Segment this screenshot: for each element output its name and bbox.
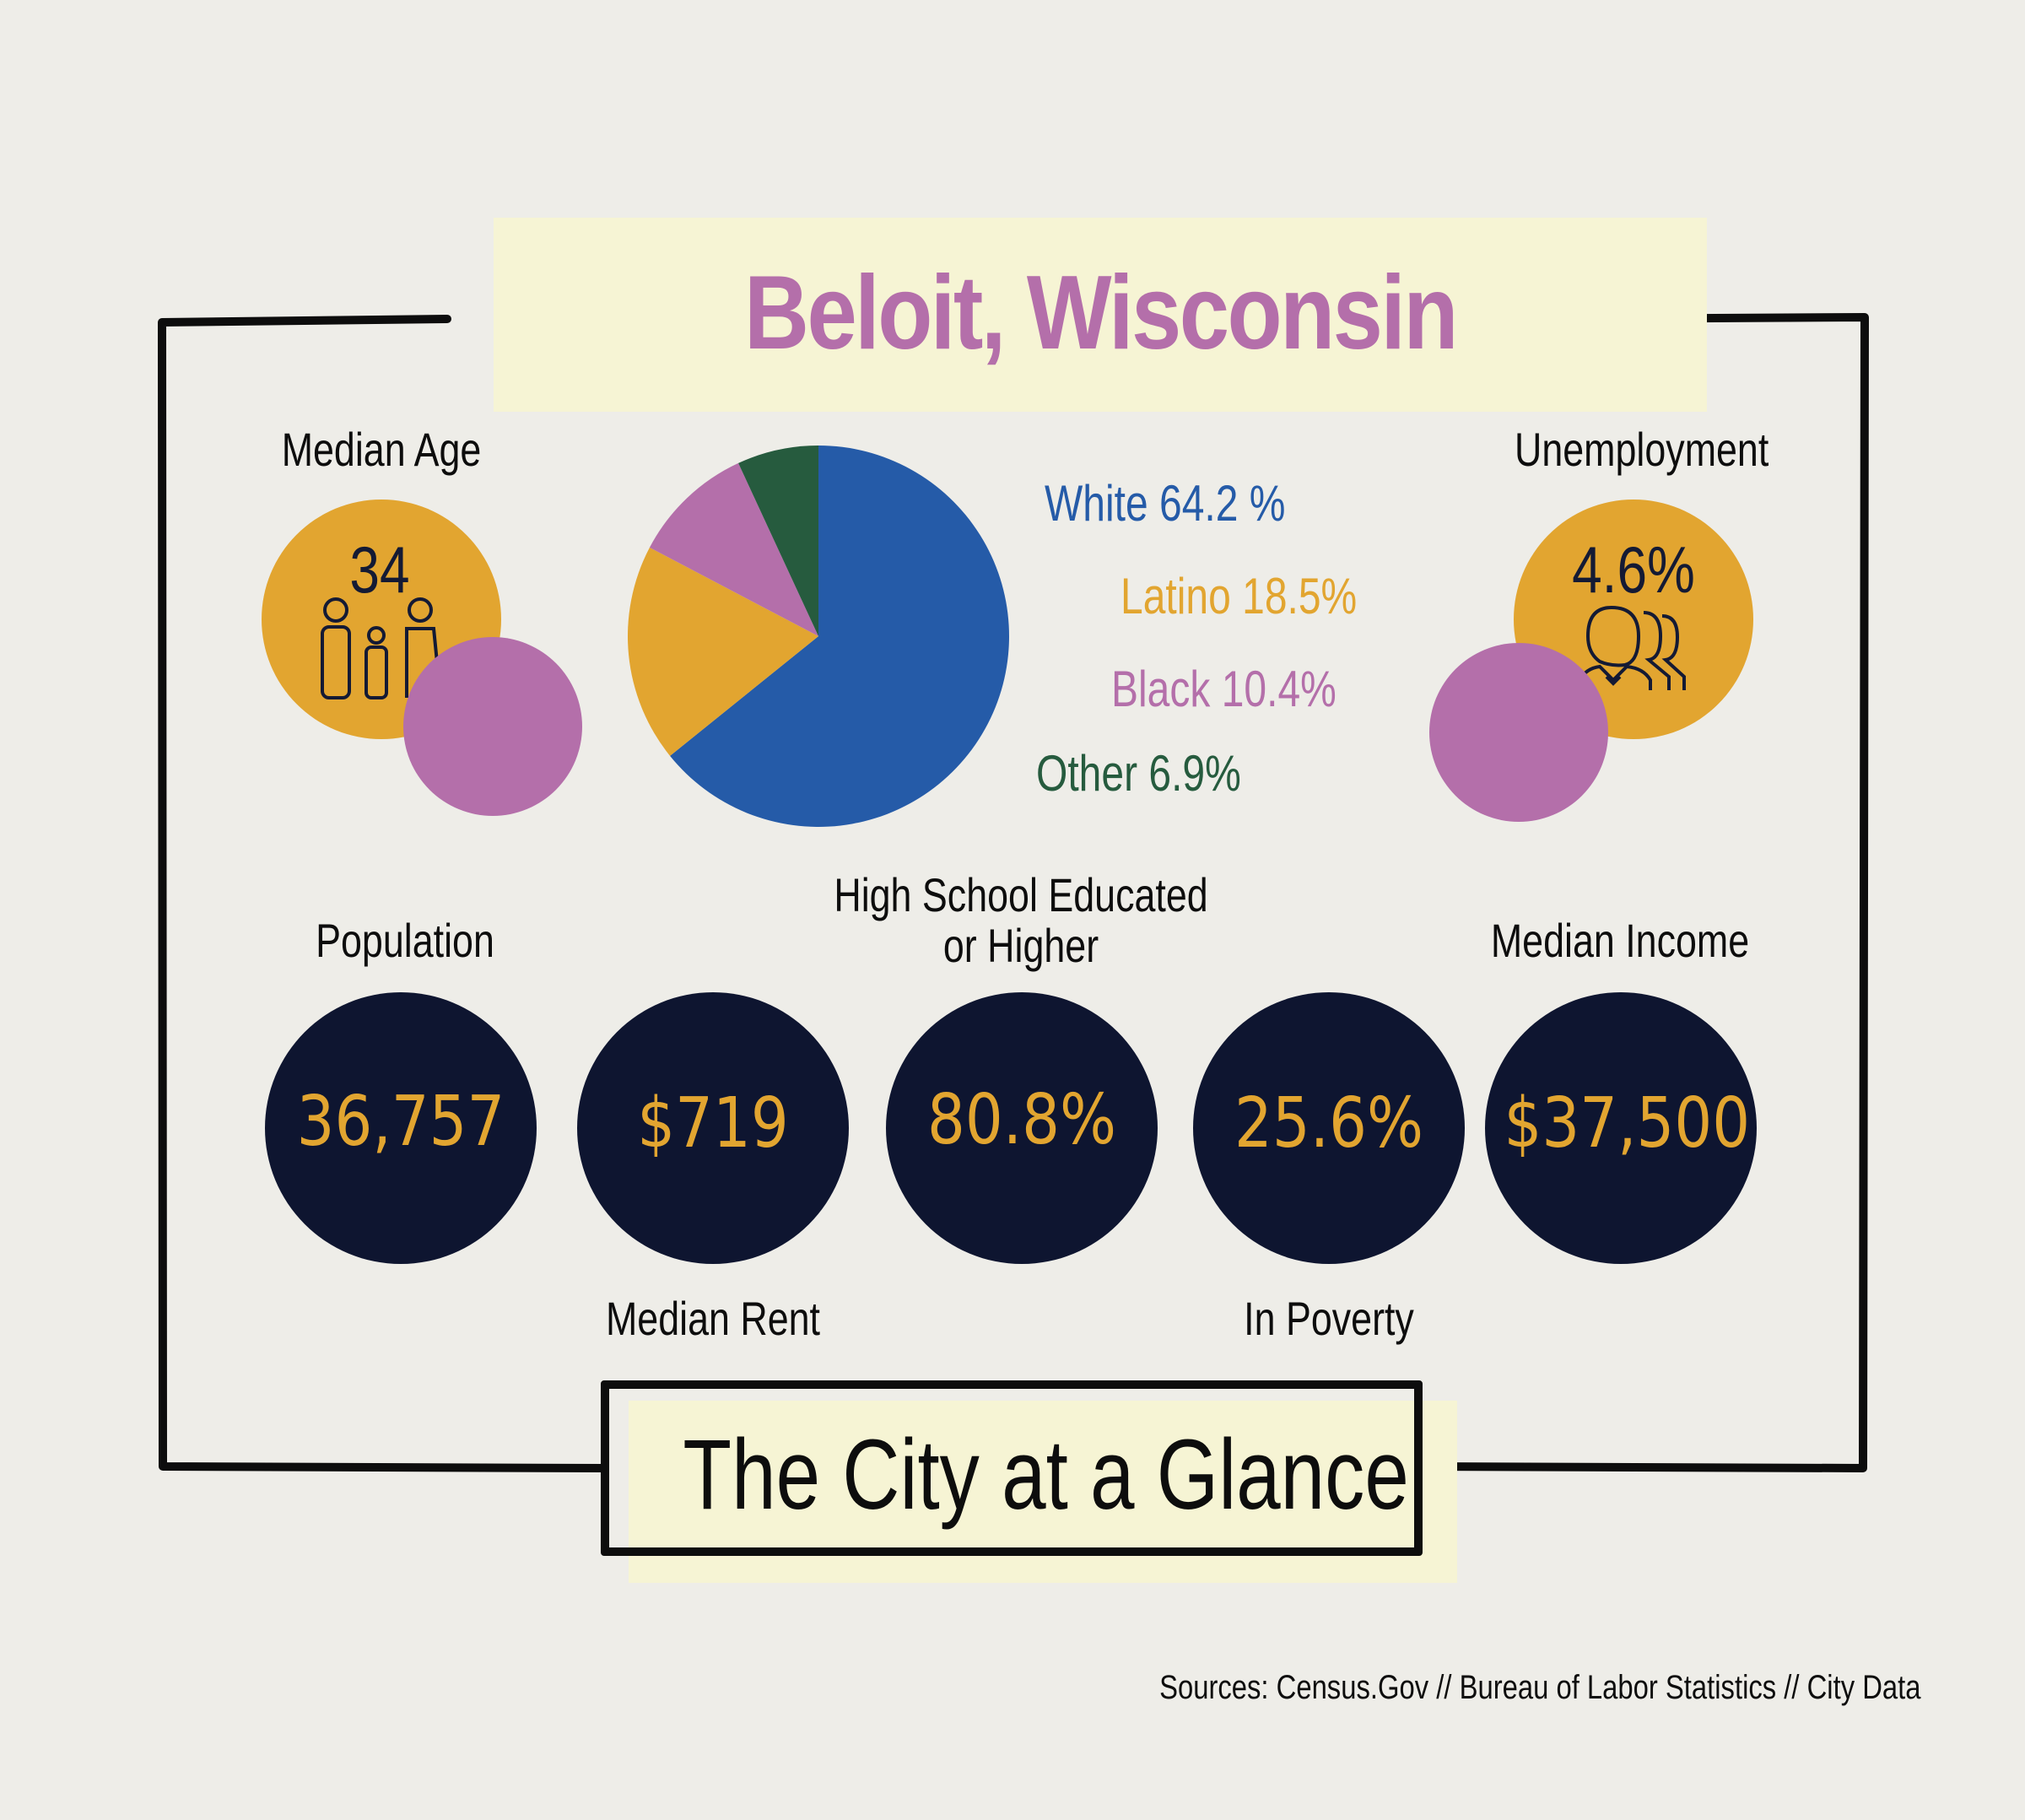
education-circle xyxy=(886,992,1158,1264)
title-highlight xyxy=(494,218,1707,412)
legend-black: Black 10.4% xyxy=(1111,661,1336,717)
median-rent-circle xyxy=(577,992,849,1264)
population-label: Population xyxy=(316,914,494,967)
education-label-line1: High School Educated xyxy=(834,868,1208,921)
median-income-value: $37,500 xyxy=(1504,1083,1751,1164)
median-rent-value: $719 xyxy=(637,1083,789,1164)
median-income-circle xyxy=(1485,992,1757,1264)
sources-note: Sources: Census.Gov // Bureau of Labor S… xyxy=(1158,1669,1920,1706)
median-income-label: Median Income xyxy=(1490,914,1750,967)
unemployment-label: Unemployment xyxy=(1515,423,1769,476)
footer-title: The City at a Glance xyxy=(683,1419,1409,1531)
legend-white: White 64.2 % xyxy=(1045,475,1286,532)
pie-slice-white xyxy=(670,446,1009,827)
unemployment-value: 4.6% xyxy=(1572,532,1695,607)
pie-slice-black xyxy=(649,462,818,636)
poverty-label: In Poverty xyxy=(1244,1292,1414,1345)
page-title: Beloit, Wisconsin xyxy=(744,255,1459,371)
pie-slice-other xyxy=(738,446,818,636)
poverty-circle xyxy=(1193,992,1465,1264)
workers-icon xyxy=(1578,605,1686,690)
poverty-value: 25.6% xyxy=(1234,1083,1424,1164)
median-rent-label: Median Rent xyxy=(605,1292,820,1345)
median-age-label: Median Age xyxy=(281,423,482,476)
median-age-accent-circle xyxy=(403,637,582,816)
footer-title-box xyxy=(601,1380,1423,1556)
pie-slice-latino xyxy=(628,547,818,756)
legend-other: Other 6.9% xyxy=(1036,745,1241,802)
education-label-line2: or Higher xyxy=(942,919,1099,972)
education-value: 80.8% xyxy=(926,1080,1117,1160)
unemployment-accent-circle xyxy=(1429,643,1608,822)
ethnicity-pie-chart xyxy=(628,446,1009,827)
population-value: 36,757 xyxy=(296,1082,505,1162)
family-icon xyxy=(321,597,441,699)
median-age-value: 34 xyxy=(349,532,410,607)
legend-latino: Latino 18.5% xyxy=(1120,568,1358,624)
population-circle xyxy=(265,992,537,1264)
